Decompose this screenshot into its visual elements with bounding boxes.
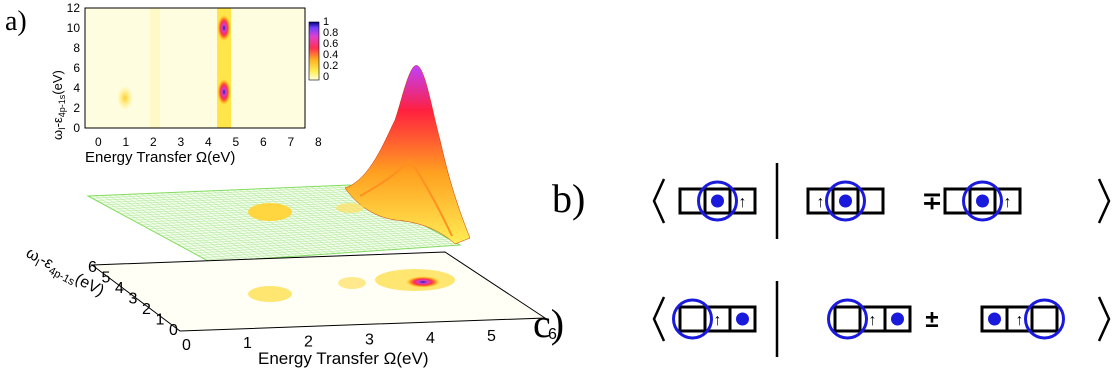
inset-y-tick-label: 8 <box>73 41 80 55</box>
inset-warm-spot <box>117 86 133 110</box>
electron-dot <box>736 313 749 326</box>
left-angle-bracket <box>654 179 664 223</box>
diagram-b: ↑ ↑ ∓ ↑ <box>654 163 1109 239</box>
projection-warm-spot-b <box>338 277 366 289</box>
site-box <box>680 307 705 331</box>
panel-label-a: a) <box>5 6 27 37</box>
inset-x-tick-label: 7 <box>288 135 295 149</box>
main-x-tick-label: 2 <box>304 333 313 350</box>
spin-up-arrow: ↑ <box>739 194 747 211</box>
surface-bump-mid <box>336 203 364 213</box>
inset-y-tick-label: 10 <box>67 21 81 35</box>
panel-label-c: c) <box>533 301 564 346</box>
site-box <box>1032 307 1057 331</box>
inset-x-tick-label: 3 <box>178 135 185 149</box>
inset-x-tick-label: 1 <box>123 135 130 149</box>
inset-x-tick-label: 2 <box>150 135 157 149</box>
inset-y-ticks: 0 2 4 6 8 10 12 <box>67 1 81 135</box>
electron-dot <box>891 313 904 326</box>
left-angle-bracket <box>654 297 664 341</box>
inset-hotspot-lower <box>217 78 231 106</box>
spin-up-arrow: ↑ <box>817 194 825 211</box>
inset-background-tint <box>85 8 305 128</box>
inset-y-tick-label: 6 <box>73 61 80 75</box>
main-y-tick-label: 4 <box>115 280 124 297</box>
diagram-c: ↑ ↑ ± ↑ <box>654 281 1109 357</box>
electron-dot <box>711 195 724 208</box>
inset-y-tick-label: 12 <box>67 1 81 15</box>
inset-x-tick-label: 4 <box>205 135 212 149</box>
projection-hotspot <box>405 276 441 288</box>
electron-dot <box>988 313 1001 326</box>
projection-warm-spot-a <box>248 286 292 302</box>
inset-x-label: Energy Transfer Ω(eV) <box>85 149 235 166</box>
inset-x-tick-label: 0 <box>95 135 102 149</box>
main-y-tick-label: 0 <box>169 322 178 339</box>
main-x-tick-label: 1 <box>243 335 252 352</box>
spin-up-arrow: ↑ <box>1016 312 1024 329</box>
inset-y-tick-label: 0 <box>73 121 80 135</box>
main-y-tick-label: 1 <box>156 312 165 329</box>
colorbar-tick-label: 0 <box>323 71 329 83</box>
colorbar <box>309 22 319 80</box>
main-x-tick-label: 0 <box>182 337 191 354</box>
superposition-sign: ∓ <box>922 188 942 215</box>
spin-up-arrow: ↑ <box>1004 194 1012 211</box>
inset-stripe-faint <box>150 8 160 128</box>
right-angle-bracket <box>1099 297 1109 341</box>
inset-x-tick-label: 8 <box>315 135 322 149</box>
site-box <box>835 307 860 331</box>
right-angle-bracket <box>1099 179 1109 223</box>
main-y-tick-label: 6 <box>88 259 97 276</box>
inset-y-tick-label: 4 <box>73 81 80 95</box>
panel-label-b: b) <box>552 176 585 221</box>
inset-x-tick-label: 5 <box>233 135 240 149</box>
superposition-sign: ± <box>925 306 938 333</box>
inset-y-label: ωI-ε4p-1s(eV) <box>50 70 67 140</box>
main-x-tick-label: 5 <box>487 328 496 345</box>
main-x-label: Energy Transfer Ω(eV) <box>258 349 429 368</box>
main-y-tick-label: 2 <box>142 301 151 318</box>
inset-x-tick-label: 6 <box>260 135 267 149</box>
electron-dot <box>839 195 852 208</box>
inset-y-tick-label: 2 <box>73 101 80 115</box>
main-x-tick-label: 4 <box>426 330 435 347</box>
spin-up-arrow: ↑ <box>869 312 877 329</box>
main-y-tick-label: 3 <box>129 291 138 308</box>
main-x-tick-label: 3 <box>365 332 374 349</box>
electron-dot <box>976 195 989 208</box>
spin-up-arrow: ↑ <box>714 312 722 329</box>
colorbar-ticks: 10.80.60.40.20 <box>323 16 338 83</box>
inset-x-ticks: 0 1 2 3 4 5 6 7 8 <box>95 135 322 149</box>
inset-hotspot-upper <box>217 14 231 42</box>
surface-bump-small <box>248 203 292 221</box>
